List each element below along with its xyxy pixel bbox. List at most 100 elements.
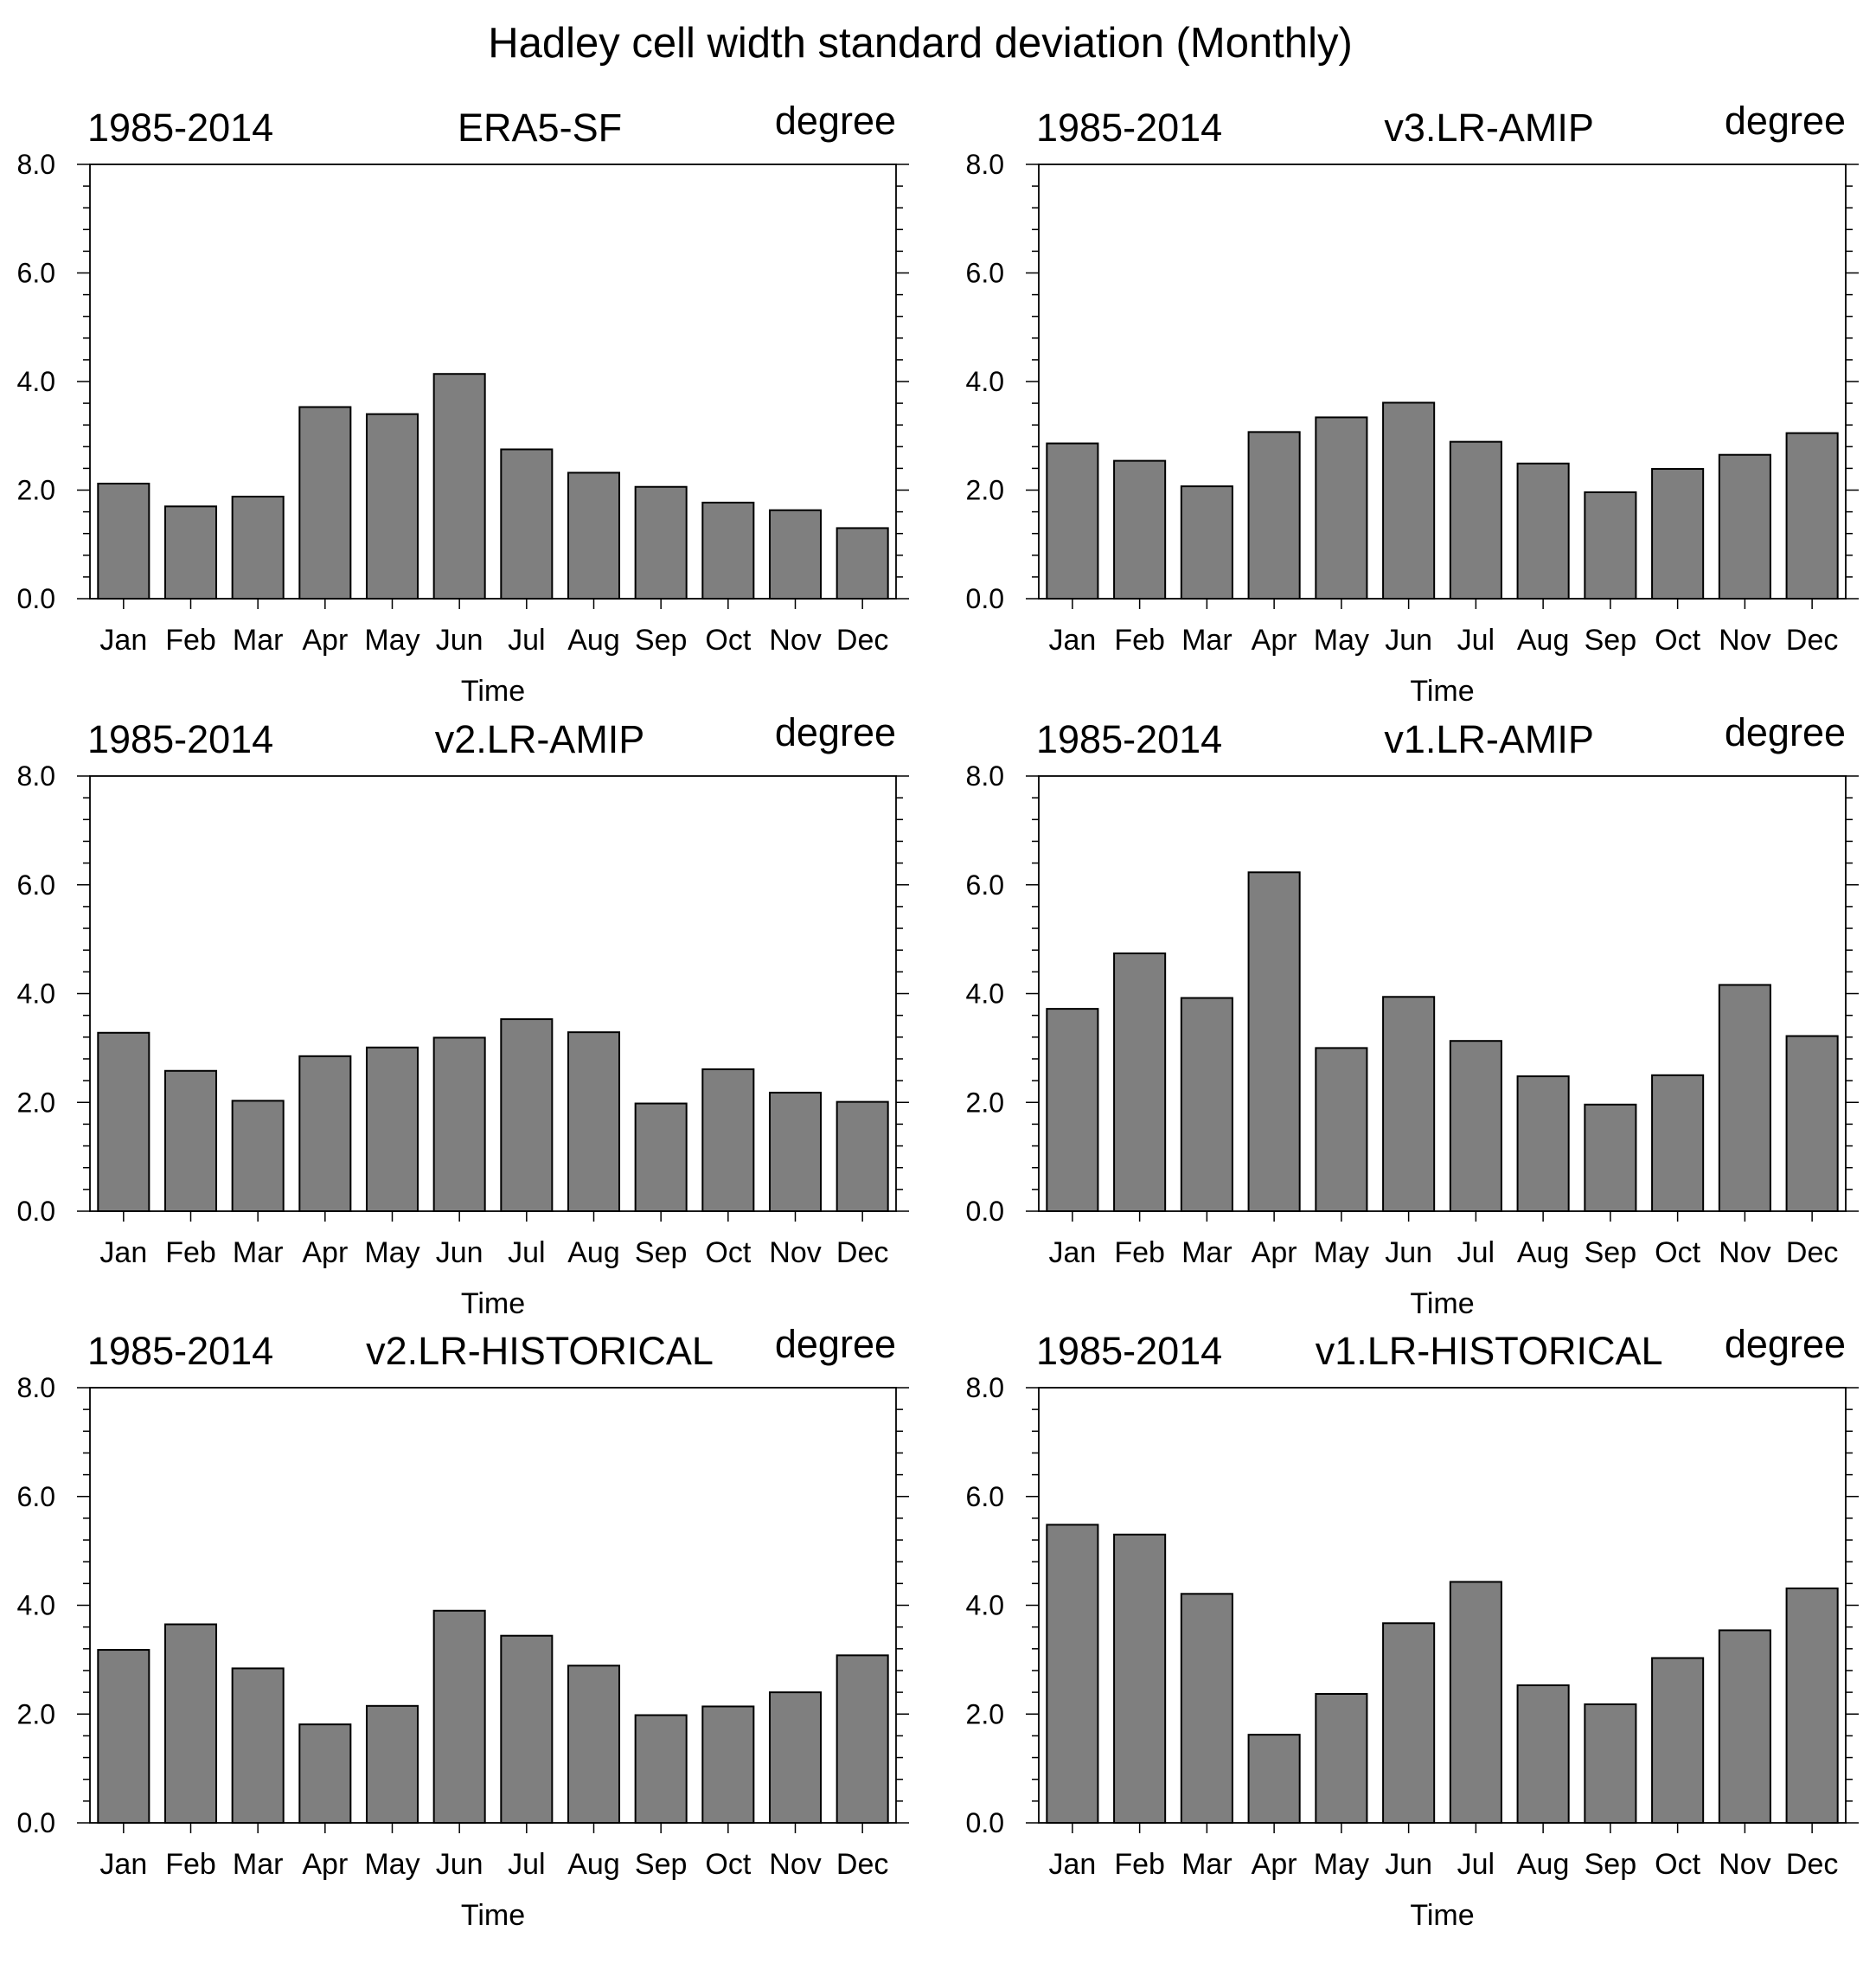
bar xyxy=(768,1691,823,1824)
period-label: 1985-2014 xyxy=(87,717,273,761)
y-tick-label: 8.0 xyxy=(17,149,55,180)
bar xyxy=(1516,1075,1570,1212)
x-tick-label: Mar xyxy=(1181,624,1233,657)
x-tick-label: Feb xyxy=(165,1848,216,1881)
figure-title: Hadley cell width standard deviation (Mo… xyxy=(488,20,1353,67)
bar xyxy=(163,1623,218,1825)
bar xyxy=(768,1091,823,1213)
x-tick-label: Aug xyxy=(1517,1236,1570,1269)
y-tick-label: 4.0 xyxy=(17,366,55,397)
x-tick-label: Apr xyxy=(1252,1848,1297,1881)
units-label: degree xyxy=(1725,1322,1846,1366)
x-tick-label: Sep xyxy=(635,1848,688,1881)
x-tick-label: Mar xyxy=(1181,1848,1233,1881)
bar xyxy=(1046,442,1099,600)
x-tick-label: Jul xyxy=(1457,624,1495,657)
bar xyxy=(1382,401,1436,600)
x-tick-label: Sep xyxy=(1585,624,1637,657)
x-tick-label: Jul xyxy=(508,1236,545,1269)
x-tick-label: Jun xyxy=(436,1848,483,1881)
x-tick-label: Aug xyxy=(567,1236,620,1269)
bar xyxy=(567,1031,621,1213)
units-label: degree xyxy=(775,99,896,143)
bar xyxy=(701,501,755,600)
bar xyxy=(1315,1692,1368,1824)
bar xyxy=(1584,491,1637,600)
x-axis-title: Time xyxy=(1410,1287,1474,1320)
x-tick-label: Mar xyxy=(233,624,284,657)
bar xyxy=(1247,871,1301,1212)
bar xyxy=(701,1068,755,1213)
bar xyxy=(634,1102,688,1213)
chart-panel: 1985-2014 v2.LR-AMIP degree 0.0 2.0 4.0 6.0 8.0… xyxy=(17,710,909,1320)
bar xyxy=(298,1055,352,1213)
y-tick-label: 6.0 xyxy=(17,1481,55,1512)
x-tick-label: Aug xyxy=(567,624,620,657)
x-tick-label: Apr xyxy=(1252,1236,1297,1269)
y-tick-label: 4.0 xyxy=(966,366,1004,397)
bar xyxy=(97,1031,150,1213)
y-tick-label: 8.0 xyxy=(966,1372,1004,1403)
bar xyxy=(1382,996,1436,1213)
bar xyxy=(163,505,218,600)
x-tick-label: Feb xyxy=(165,624,216,657)
y-tick-label: 4.0 xyxy=(17,1590,55,1621)
x-tick-label: Dec xyxy=(1786,624,1838,657)
x-tick-label: Apr xyxy=(1252,624,1297,657)
bar xyxy=(500,1634,554,1824)
panel-title: v2.LR-HISTORICAL xyxy=(366,1329,714,1373)
bar xyxy=(634,485,688,600)
x-axis-title: Time xyxy=(1410,675,1474,708)
x-tick-label: Jul xyxy=(508,624,545,657)
units-label: degree xyxy=(1725,99,1846,143)
y-tick-label: 2.0 xyxy=(17,1087,55,1118)
chart-panel: 1985-2014 v1.LR-HISTORICAL degree 0.0 2.0 4.0… xyxy=(966,1322,1859,1932)
x-axis-title: Time xyxy=(461,1899,525,1932)
bar xyxy=(500,1018,554,1213)
bar xyxy=(432,373,486,600)
x-tick-label: Sep xyxy=(1585,1236,1637,1269)
bar xyxy=(500,448,554,600)
bar xyxy=(768,509,823,600)
x-axis-title: Time xyxy=(461,1287,525,1320)
period-label: 1985-2014 xyxy=(1036,717,1222,761)
y-tick-label: 4.0 xyxy=(966,978,1004,1010)
panel-title: v2.LR-AMIP xyxy=(435,717,645,761)
bar xyxy=(1449,1581,1502,1824)
bar xyxy=(298,406,352,600)
x-tick-label: Oct xyxy=(1655,1848,1700,1881)
y-tick-label: 6.0 xyxy=(966,869,1004,901)
x-tick-label: Mar xyxy=(1181,1236,1233,1269)
bar xyxy=(1584,1103,1637,1213)
bar xyxy=(298,1723,352,1824)
chart-panel: 1985-2014 v3.LR-AMIP degree 0.0 2.0 4.0 6.0 8.0… xyxy=(966,99,1859,708)
y-tick-label: 2.0 xyxy=(17,1698,55,1729)
y-tick-label: 0.0 xyxy=(17,1807,55,1838)
bar xyxy=(1449,440,1502,600)
x-tick-label: Jun xyxy=(1385,1236,1432,1269)
x-tick-label: Feb xyxy=(1114,624,1165,657)
x-tick-label: May xyxy=(1314,624,1369,657)
bar xyxy=(1785,1035,1839,1213)
x-tick-label: Jun xyxy=(436,1236,483,1269)
x-tick-label: Oct xyxy=(705,1236,751,1269)
x-tick-label: Oct xyxy=(1655,1236,1700,1269)
bar xyxy=(231,496,285,600)
period-label: 1985-2014 xyxy=(1036,1329,1222,1373)
bar xyxy=(1046,1008,1099,1212)
x-tick-label: May xyxy=(364,1236,419,1269)
panel-title: v3.LR-AMIP xyxy=(1384,106,1594,150)
bar xyxy=(1315,416,1368,600)
bar xyxy=(1785,432,1839,600)
x-tick-label: Nov xyxy=(769,1236,821,1269)
x-tick-label: Nov xyxy=(1719,1236,1770,1269)
period-label: 1985-2014 xyxy=(1036,106,1222,150)
y-tick-label: 6.0 xyxy=(966,258,1004,289)
y-tick-label: 8.0 xyxy=(966,760,1004,792)
x-tick-label: Feb xyxy=(165,1236,216,1269)
bar xyxy=(432,1609,486,1825)
y-tick-label: 4.0 xyxy=(17,978,55,1010)
x-tick-label: Jan xyxy=(1048,1236,1096,1269)
bar xyxy=(1180,1593,1233,1825)
x-tick-label: Jan xyxy=(99,1848,147,1881)
